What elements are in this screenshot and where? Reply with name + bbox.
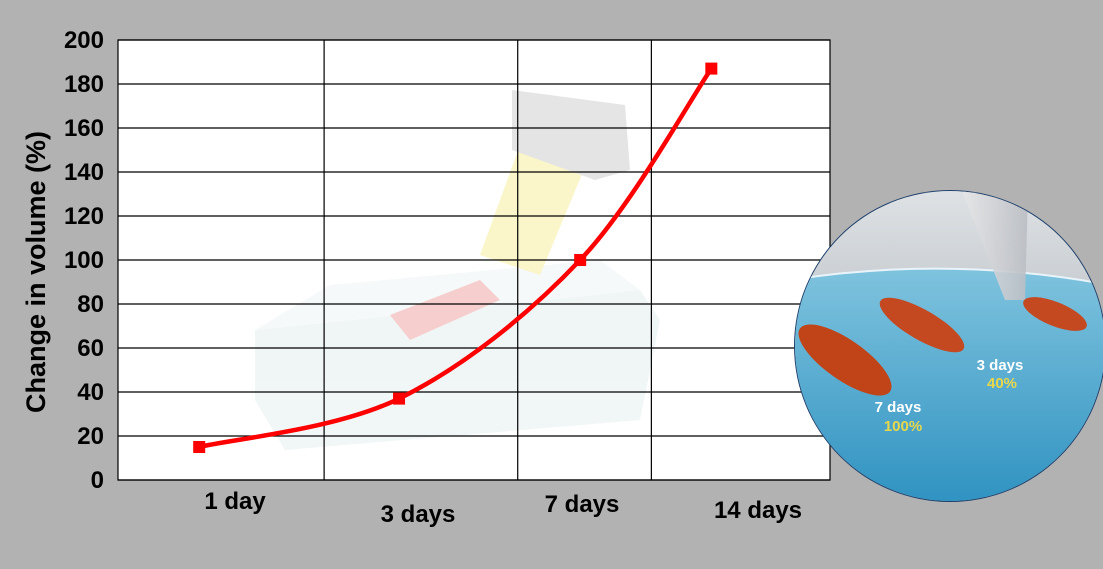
y-tick-label: 60 (77, 335, 104, 362)
y-tick-label: 80 (77, 291, 104, 318)
y-tick-label: 180 (64, 71, 104, 98)
background-illustration (255, 90, 660, 450)
gridlines (117, 39, 831, 481)
callout-7-days-label: 7 days (875, 399, 922, 416)
callout-7-days: 7 days 100% (875, 399, 923, 435)
callout-3-days: 3 days 40% (977, 357, 1024, 392)
x-tick-labels: 1 day 3 days 7 days 14 days (204, 488, 802, 528)
y-tick-label: 0 (91, 467, 104, 494)
callout-7-days-value: 100% (884, 418, 922, 435)
data-point (193, 441, 206, 453)
callout-3-days-value: 40% (987, 375, 1017, 392)
x-tick-label: 14 days (714, 497, 802, 524)
y-tick-labels: 0 20 40 60 80 100 120 140 160 180 200 (64, 27, 104, 494)
inset-illustration (794, 190, 1103, 502)
y-tick-label: 140 (64, 159, 104, 186)
x-tick-label: 3 days (381, 501, 456, 528)
data-point (574, 254, 587, 266)
data-markers (193, 62, 718, 453)
y-tick-label: 160 (64, 115, 104, 142)
y-tick-label: 40 (77, 379, 104, 406)
data-point (705, 62, 718, 75)
y-tick-label: 200 (64, 27, 104, 54)
y-tick-label: 100 (64, 247, 104, 274)
x-tick-label: 7 days (545, 491, 620, 518)
y-axis-label: Change in volume (%) (21, 131, 51, 413)
y-tick-label: 20 (77, 423, 104, 450)
data-point (393, 392, 406, 405)
y-tick-label: 120 (64, 203, 104, 230)
x-tick-label: 1 day (204, 488, 266, 515)
callout-3-days-label: 3 days (977, 357, 1024, 374)
series-line (198, 67, 714, 450)
